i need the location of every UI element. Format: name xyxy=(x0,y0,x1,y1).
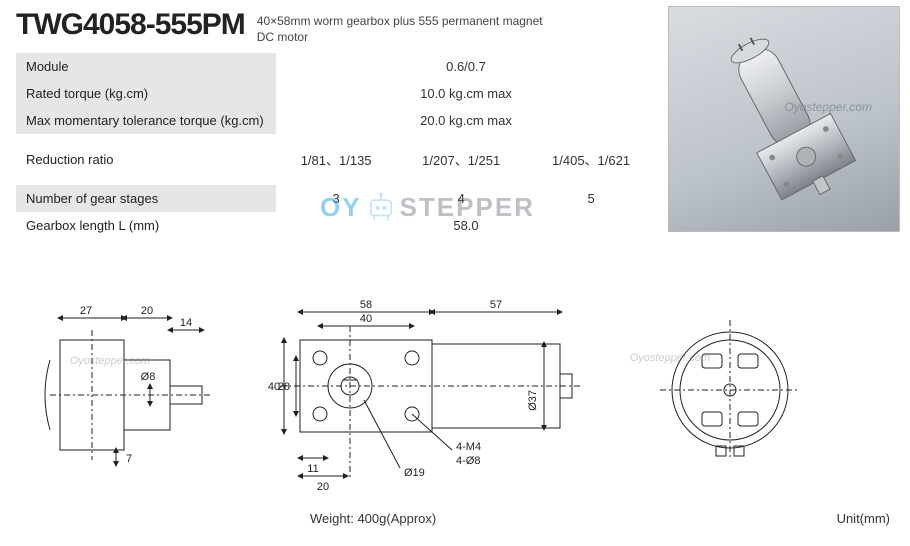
dim-label: 20 xyxy=(317,481,329,493)
table-row: Max momentary tolerance torque (kg.cm) 2… xyxy=(16,107,656,134)
spec-value: 58.0 xyxy=(276,212,656,239)
spec-value: 1/81、1/135 xyxy=(276,134,396,185)
dim-label: 27 xyxy=(80,305,92,317)
motor-illustration xyxy=(689,24,879,214)
spec-value: 0.6/0.7 xyxy=(276,53,656,80)
spec-label: Gearbox length L (mm) xyxy=(16,212,276,239)
table-row: Gearbox length L (mm) 58.0 xyxy=(16,212,656,239)
technical-drawings: 27 20 14 Ø8 7 58 40 57 xyxy=(10,260,900,520)
spec-table: Module 0.6/0.7 Rated torque (kg.cm) 10.0… xyxy=(16,53,656,239)
table-row: Rated torque (kg.cm) 10.0 kg.cm max xyxy=(16,80,656,107)
dim-label: Ø8 xyxy=(141,371,156,383)
model-number: TWG4058-555PM xyxy=(16,8,245,42)
dim-label: 4-M4 xyxy=(456,441,481,453)
spec-label: Number of gear stages xyxy=(16,185,276,212)
weight-label: Weight: 400g(Approx) xyxy=(310,511,436,526)
dim-label: 20 xyxy=(141,305,153,317)
spec-value: 3 xyxy=(276,185,396,212)
dim-label: 57 xyxy=(490,299,502,311)
dim-label: 11 xyxy=(307,463,318,475)
spec-value: 1/207、1/251 xyxy=(396,134,526,185)
table-row: Reduction ratio 1/81、1/135 1/207、1/251 1… xyxy=(16,134,656,185)
spec-value: 1/405、1/621 xyxy=(526,134,656,185)
spec-label: Rated torque (kg.cm) xyxy=(16,80,276,107)
spec-value: 20.0 kg.cm max xyxy=(276,107,656,134)
spec-value: 4 xyxy=(396,185,526,212)
dim-label: 14 xyxy=(180,317,192,329)
spec-label: Module xyxy=(16,53,276,80)
dim-label: 58 xyxy=(360,299,372,311)
desc-line-2: DC motor xyxy=(257,30,308,44)
spec-value: 10.0 kg.cm max xyxy=(276,80,656,107)
dim-label: 40 xyxy=(360,313,372,325)
product-photo xyxy=(668,6,900,232)
desc-line-1: 40×58mm worm gearbox plus 555 permanent … xyxy=(257,14,543,28)
table-row: Module 0.6/0.7 xyxy=(16,53,656,80)
spec-value: 5 xyxy=(526,185,656,212)
dim-label: 7 xyxy=(126,453,132,465)
dim-label: Ø37 xyxy=(527,390,539,411)
dim-label: 28 xyxy=(278,381,290,393)
table-row: Number of gear stages 3 4 5 xyxy=(16,185,656,212)
description: 40×58mm worm gearbox plus 555 permanent … xyxy=(257,14,543,45)
dim-label: Ø19 xyxy=(404,467,425,479)
spec-label: Reduction ratio xyxy=(16,134,276,185)
dim-label: 4-Ø8 xyxy=(456,455,480,467)
unit-label: Unit(mm) xyxy=(837,511,890,526)
spec-label: Max momentary tolerance torque (kg.cm) xyxy=(16,107,276,134)
